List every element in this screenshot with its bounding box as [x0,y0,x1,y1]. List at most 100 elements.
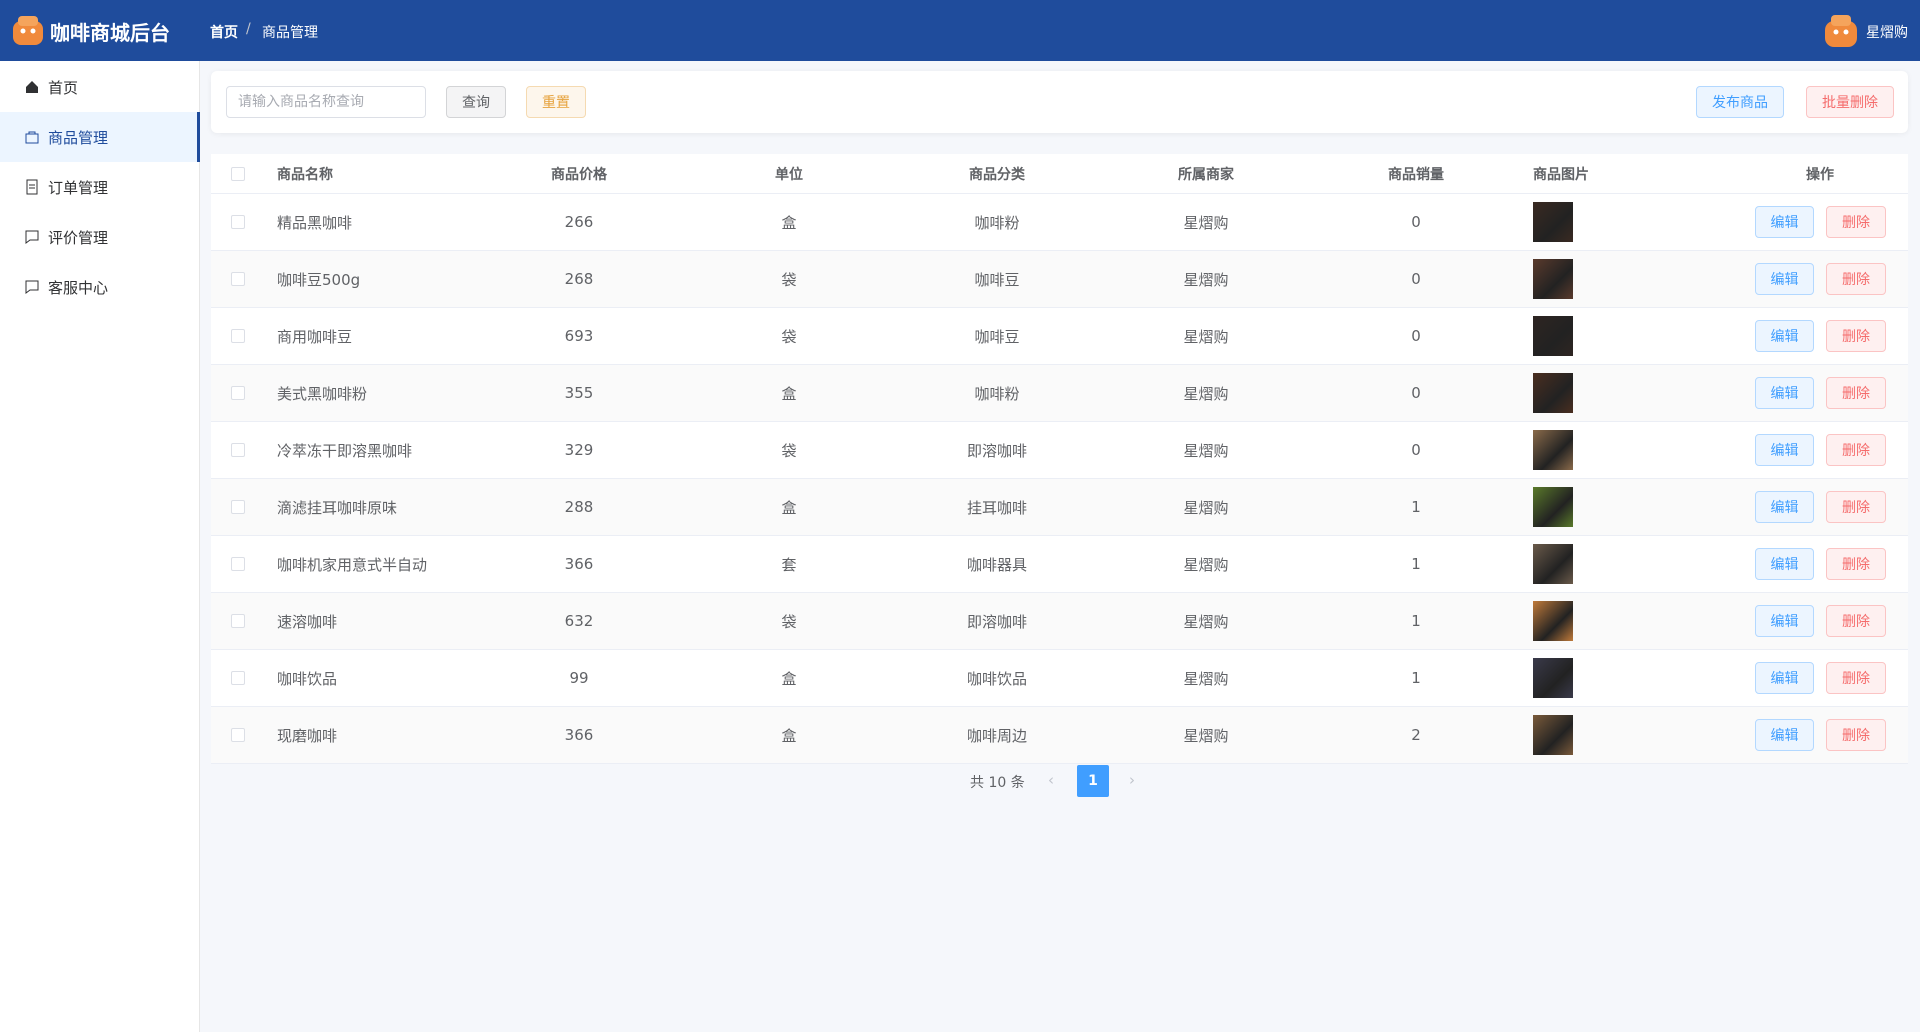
checkbox-box[interactable] [231,386,245,400]
product-image [1533,202,1573,242]
table-row: 冷萃冻干即溶黑咖啡 329 袋 即溶咖啡 星熠购 0 编辑 删除 [211,422,1908,479]
checkbox[interactable] [231,365,245,421]
edit-button[interactable]: 编辑 [1755,263,1814,295]
column-header: 商品价格 [551,166,607,183]
cell-text: 1 [1411,669,1421,687]
cell-text: 266 [564,213,594,231]
cell-text: 99 [569,669,589,687]
delete-button[interactable]: 删除 [1826,263,1886,295]
cell-text: 1 [1411,498,1421,516]
breadcrumb-home[interactable]: 首页 [210,25,238,41]
cell-text: 滴滤挂耳咖啡原味 [277,498,398,517]
product-image [1533,316,1573,356]
checkbox-box[interactable] [231,443,245,457]
edit-button[interactable]: 编辑 [1755,377,1814,409]
cell-text: 袋 [781,270,797,289]
checkbox[interactable] [231,308,245,364]
checkbox[interactable] [231,707,245,763]
cell-text: 0 [1411,213,1421,231]
checkbox[interactable] [231,194,245,250]
column-header: 商品名称 [277,166,333,183]
table-row: 精品黑咖啡 266 盒 咖啡粉 星熠购 0 编辑 删除 [211,194,1908,251]
menu-item[interactable]: 首页 [0,62,200,112]
query-button[interactable]: 查询 [446,86,506,118]
cell-text: 精品黑咖啡 [277,213,353,232]
checkbox-box[interactable] [231,671,245,685]
sidebar: 首页 商品管理 订单管理评价管理客服中心 [0,61,200,1032]
cell-text: 咖啡饮品 [966,669,1028,688]
prev-page[interactable]: ‹ [1048,771,1054,789]
product-image [1533,430,1573,470]
edit-button[interactable]: 编辑 [1755,662,1814,694]
checkbox[interactable] [231,154,245,193]
menu-item[interactable]: 客服中心 [0,262,200,312]
column-header: 单位 [775,166,803,183]
delete-button[interactable]: 删除 [1826,491,1886,523]
menu-label: 评价管理 [48,228,109,247]
menu-label: 客服中心 [48,278,109,297]
checkbox[interactable] [231,422,245,478]
batch-delete-button[interactable]: 批量删除 [1806,86,1894,118]
menu-icon [25,280,39,294]
edit-button[interactable]: 编辑 [1755,491,1814,523]
cell-text: 挂耳咖啡 [966,498,1028,517]
cell-text: 商用咖啡豆 [277,327,353,346]
cell-text: 星熠购 [1183,327,1229,346]
checkbox-box[interactable] [231,557,245,571]
menu-item[interactable]: 评价管理 [0,212,200,262]
cell-text: 星熠购 [1183,441,1229,460]
checkbox-box[interactable] [231,329,245,343]
checkbox-box[interactable] [231,614,245,628]
cell-text: 咖啡豆 [974,270,1020,289]
table-row: 咖啡机家用意式半自动 366 套 咖啡器具 星熠购 1 编辑 删除 [211,536,1908,593]
checkbox-box[interactable] [231,500,245,514]
cell-text: 咖啡粉 [974,213,1020,232]
edit-button[interactable]: 编辑 [1755,320,1814,352]
column-header: 商品图片 [1533,166,1589,183]
edit-button[interactable]: 编辑 [1755,719,1814,751]
cell-text: 袋 [781,612,797,631]
delete-button[interactable]: 删除 [1826,719,1886,751]
checkbox[interactable] [231,251,245,307]
product-table: 商品名称 商品价格 单位 商品分类 所属商家 商品销量 商品图片 操作 精品黑咖啡 266 盒咖啡粉… [211,154,1908,764]
reset-button[interactable]: 重置 [526,86,586,118]
cell-text: 咖啡豆 [974,327,1020,346]
checkbox-box[interactable] [231,728,245,742]
delete-button[interactable]: 删除 [1826,206,1886,238]
menu-item[interactable]: 订单管理 [0,162,200,212]
checkbox-box[interactable] [231,272,245,286]
product-image [1533,715,1573,755]
cell-text: 袋 [781,327,797,346]
cell-text: 星熠购 [1183,555,1229,574]
edit-button[interactable]: 编辑 [1755,206,1814,238]
checkbox[interactable] [231,536,245,592]
cell-text: 0 [1411,327,1421,345]
checkbox[interactable] [231,650,245,706]
user-avatar[interactable] [1822,12,1860,50]
page-number[interactable]: 1 [1077,765,1109,797]
delete-button[interactable]: 删除 [1826,605,1886,637]
edit-button[interactable]: 编辑 [1755,548,1814,580]
checkbox[interactable] [231,593,245,649]
delete-button[interactable]: 删除 [1826,548,1886,580]
menu-item[interactable]: 商品管理 [0,112,200,162]
edit-button[interactable]: 编辑 [1755,434,1814,466]
cell-text: 1 [1411,555,1421,573]
delete-button[interactable]: 删除 [1826,662,1886,694]
cell-text: 星熠购 [1183,669,1229,688]
next-page[interactable]: › [1129,771,1135,789]
cell-text: 星熠购 [1183,213,1229,232]
menu-icon [25,131,39,144]
product-image [1533,601,1573,641]
edit-button[interactable]: 编辑 [1755,605,1814,637]
delete-button[interactable]: 删除 [1826,320,1886,352]
user-name[interactable]: 星熠购 [1866,25,1908,41]
search-input[interactable]: 请输入商品名称查询 [226,86,426,118]
cell-text: 星熠购 [1183,384,1229,403]
checkbox-box[interactable] [231,215,245,229]
checkbox[interactable] [231,479,245,535]
delete-button[interactable]: 删除 [1826,377,1886,409]
publish-button[interactable]: 发布商品 [1696,86,1784,118]
delete-button[interactable]: 删除 [1826,434,1886,466]
